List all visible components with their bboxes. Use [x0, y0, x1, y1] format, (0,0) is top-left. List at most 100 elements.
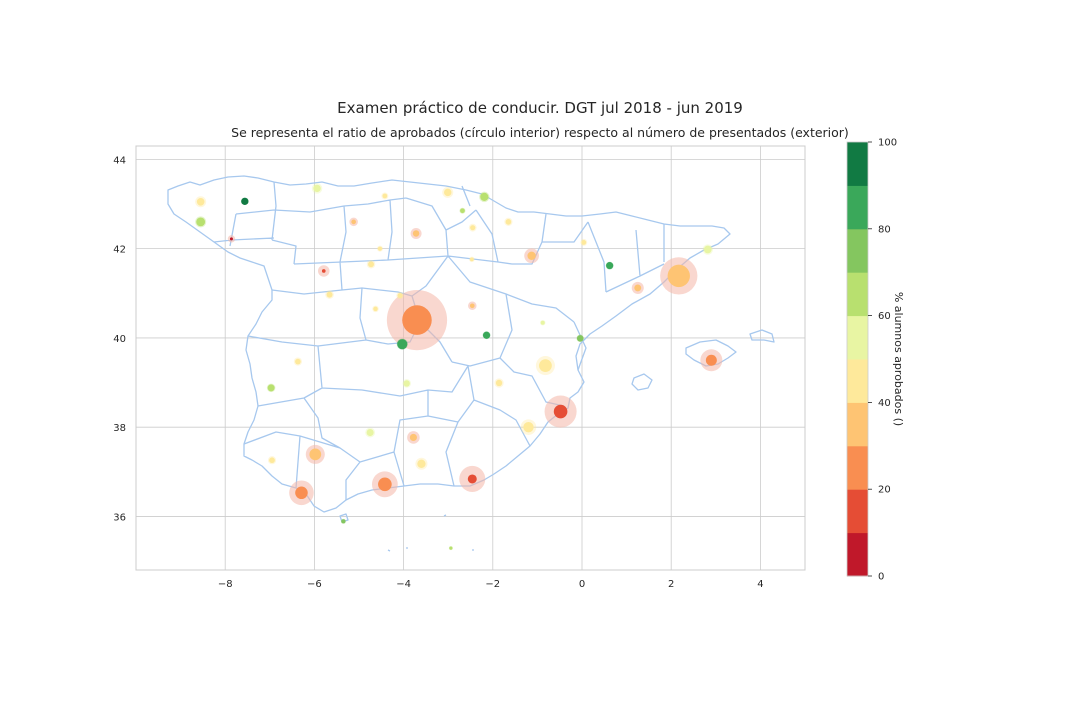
approved-circle [373, 306, 378, 312]
province-bubble [376, 245, 383, 252]
province-bubble [469, 256, 475, 263]
approved-circle [576, 335, 584, 342]
approved-circle [313, 184, 321, 193]
colorbar-band [847, 489, 868, 534]
colorbar-band [847, 272, 868, 317]
approved-circle [397, 292, 403, 299]
map-panel [135, 145, 806, 571]
ceuta-melilla [339, 513, 474, 552]
colorbar-tick-label: 40 [878, 398, 891, 409]
approved-circle [196, 217, 206, 227]
approved-circle [581, 239, 587, 245]
province-bubble [381, 192, 389, 200]
colorbar-label: % alumnos aprobados () [892, 292, 905, 426]
approved-circle [397, 339, 408, 350]
province-bubble [700, 349, 723, 372]
province-bubble [402, 379, 411, 388]
y-tick-label: 44 [113, 155, 126, 166]
province-bubble [289, 480, 314, 506]
province-bubble [195, 196, 207, 208]
approved-circle [703, 245, 712, 254]
province-bubble [504, 217, 513, 226]
province-bubble [227, 235, 236, 243]
province-bubble [660, 257, 698, 295]
approved-circle [482, 331, 491, 339]
colorbar-bands [847, 142, 868, 577]
x-tick-label: 4 [757, 579, 763, 590]
province-bubble [396, 338, 408, 350]
approved-circle [469, 257, 474, 262]
province-bubble [293, 357, 302, 366]
approved-circle [705, 354, 717, 366]
approved-circle [267, 384, 275, 392]
approved-circle [269, 457, 275, 464]
province-bubble [540, 319, 546, 326]
province-bubble [410, 227, 422, 239]
approved-circle [527, 251, 536, 260]
province-bubble [371, 471, 398, 498]
approved-circle [196, 197, 205, 206]
y-tick-label: 36 [113, 512, 126, 523]
province-bubble [544, 395, 577, 428]
approved-circle [523, 421, 534, 433]
plot-frame [135, 145, 806, 571]
approved-circle [241, 197, 249, 205]
colorbar-band [847, 532, 868, 577]
approved-circle [606, 262, 614, 270]
colorbar-band [847, 445, 868, 490]
x-tick-label: −8 [218, 579, 233, 590]
province-bubble [366, 260, 376, 269]
province-bubble [468, 301, 477, 311]
colorbar-tick-label: 0 [878, 572, 884, 583]
province-bubble [494, 378, 504, 388]
province-bubble [524, 248, 539, 264]
colorbar-tick-label: 100 [878, 138, 897, 149]
internal-borders [213, 181, 665, 500]
province-bubble [535, 356, 555, 376]
province-bubble [325, 290, 334, 299]
x-tick-label: 2 [668, 579, 674, 590]
y-tick-label: 40 [113, 334, 126, 345]
y-tick-label: 42 [113, 245, 126, 256]
approved-circle [667, 264, 690, 288]
colorbar-band [847, 402, 868, 447]
region-borders [167, 175, 775, 552]
province-bubble [266, 383, 276, 393]
approved-circle [378, 477, 392, 492]
x-tick-label: −6 [307, 579, 322, 590]
approved-circle [368, 261, 374, 268]
balearic-islands [631, 329, 775, 391]
province-bubble [479, 191, 490, 203]
province-bubble [267, 456, 277, 465]
approved-circle [505, 219, 512, 225]
x-tick-label: −2 [485, 579, 500, 590]
province-bubble [459, 465, 486, 492]
mainland-coastline [167, 175, 731, 513]
approved-circle [351, 219, 356, 225]
province-bubble [576, 334, 584, 343]
province-bubble [448, 546, 453, 551]
y-tick-label: 38 [113, 423, 126, 434]
province-bubble [372, 305, 379, 313]
approved-circle [402, 305, 432, 335]
province-bubble [386, 289, 448, 351]
colorbar-tick-label: 20 [878, 485, 891, 496]
approved-circle [449, 546, 453, 550]
approved-circle [470, 225, 476, 231]
approved-circle [467, 474, 477, 484]
province-bubble [580, 238, 588, 246]
province-bubble [396, 291, 404, 300]
approved-circle [540, 320, 545, 325]
colorbar-band [847, 315, 868, 360]
colorbar-band [847, 359, 868, 403]
approved-circle [229, 237, 233, 241]
approved-circle [469, 303, 475, 309]
province-bubble [459, 207, 466, 214]
province-bubble [195, 216, 207, 228]
province-bubble [631, 281, 644, 294]
province-bubble [415, 457, 428, 470]
plot-background [136, 146, 805, 570]
approved-circle [295, 486, 308, 500]
province-bubble [520, 419, 537, 435]
approved-circle [309, 448, 322, 461]
